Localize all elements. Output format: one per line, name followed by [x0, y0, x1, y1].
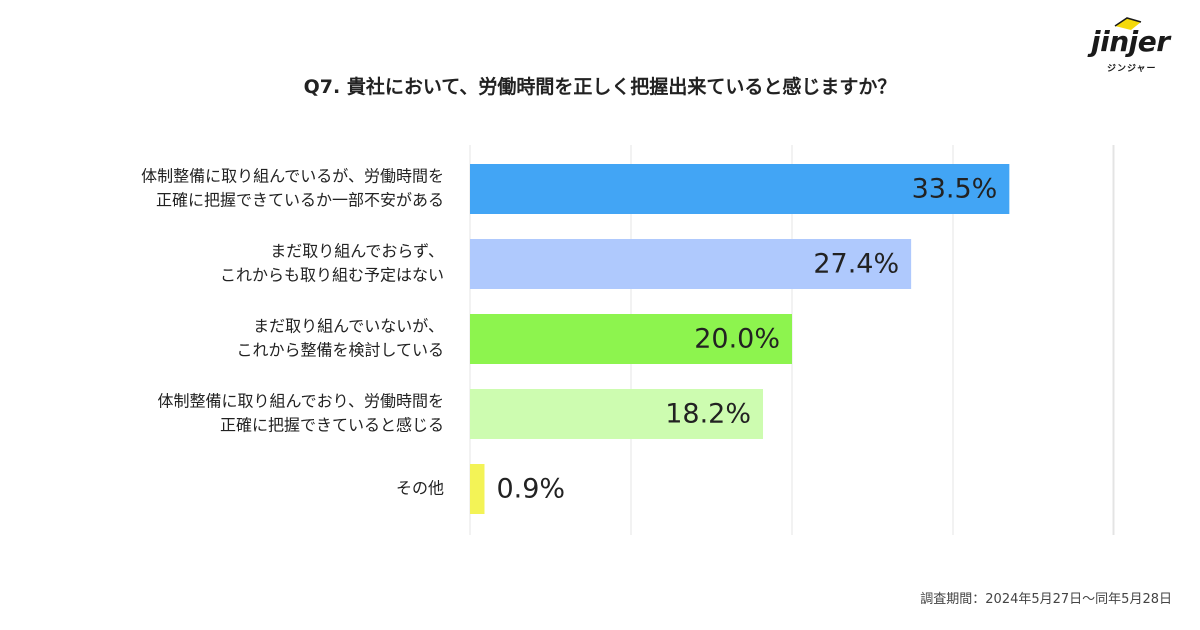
category-label: 正確に把握できていると感じる — [220, 416, 444, 435]
category-label: まだ取り組んでおらず、 — [270, 242, 444, 261]
category-label: まだ取り組んでいないが、 — [253, 317, 444, 336]
category-label: 体制整備に取り組んでいるが、労働時間を — [141, 167, 444, 186]
category-label: これからも取り組む予定はない — [220, 266, 444, 285]
logo-katakana: ジンジャー — [1107, 64, 1157, 74]
category-label: その他 — [396, 479, 444, 498]
logo-flag-icon — [1114, 17, 1142, 30]
jinjer-logo: jinjer ジンジャー — [1085, 14, 1185, 74]
category-label: 正確に把握できているか一部不安がある — [156, 191, 444, 210]
bar-value-label: 33.5% — [912, 174, 998, 205]
bar-value-label: 20.0% — [694, 324, 780, 355]
bar-value-label: 27.4% — [813, 249, 899, 280]
survey-period-note: 調査期間：2024年5月27日〜同年5月28日 — [920, 592, 1172, 607]
chart-title: Q7. 貴社において、労働時間を正しく把握出来ていると感じますか？ — [303, 76, 897, 98]
bar-value-label: 0.9% — [496, 474, 565, 505]
category-label: 体制整備に取り組んでおり、労働時間を — [157, 392, 444, 411]
bar — [470, 464, 485, 514]
logo-wordmark: jinjer — [1091, 25, 1170, 58]
bar — [470, 314, 792, 364]
bar — [470, 239, 912, 289]
bar — [470, 389, 764, 439]
category-label: これから整備を検討している — [236, 341, 444, 360]
bar-value-label: 18.2% — [665, 399, 751, 430]
bar — [470, 164, 1010, 214]
